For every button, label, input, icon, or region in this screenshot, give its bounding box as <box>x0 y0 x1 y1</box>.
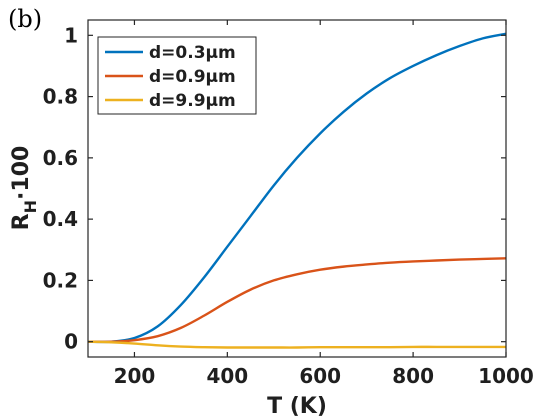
x-axis-title: T (K) <box>267 394 327 419</box>
y-tick-label: 0.2 <box>43 268 78 292</box>
plot-frame <box>87 19 507 358</box>
y-tick-label: 1 <box>64 23 78 47</box>
x-tick-label: 1000 <box>478 364 534 388</box>
x-tick-label: 800 <box>392 364 434 388</box>
y-axis-title-rest: ·100 <box>9 146 34 200</box>
x-axis-ticks: 200 400 600 800 1000 <box>114 20 534 388</box>
legend-label-2: d=0.9μm <box>149 67 236 87</box>
y-tick-label: 0.6 <box>43 146 78 170</box>
series-line-3 <box>87 340 506 349</box>
series-lines <box>87 32 507 349</box>
legend-label-3: d=9.9μm <box>149 91 236 111</box>
legend: d=0.3μm d=0.9μm d=9.9μm <box>97 36 257 115</box>
x-tick-label: 600 <box>299 364 341 388</box>
legend-label-1: d=0.3μm <box>149 43 236 63</box>
y-tick-label: 0.4 <box>43 207 78 231</box>
y-tick-label: 0.8 <box>43 85 78 109</box>
y-axis-ticks: 0 0.2 0.4 0.6 0.8 1 <box>43 23 506 354</box>
y-axis-title: RH·100 <box>9 146 40 231</box>
x-tick-label: 200 <box>114 364 156 388</box>
y-axis-title-base: R <box>9 213 34 230</box>
y-axis-title-sub: H <box>21 200 40 213</box>
x-tick-label: 400 <box>206 364 248 388</box>
panel-label: (b) <box>8 5 42 33</box>
y-tick-label: 0 <box>64 330 78 354</box>
series-line-1 <box>87 32 507 344</box>
series-line-2 <box>87 257 507 343</box>
